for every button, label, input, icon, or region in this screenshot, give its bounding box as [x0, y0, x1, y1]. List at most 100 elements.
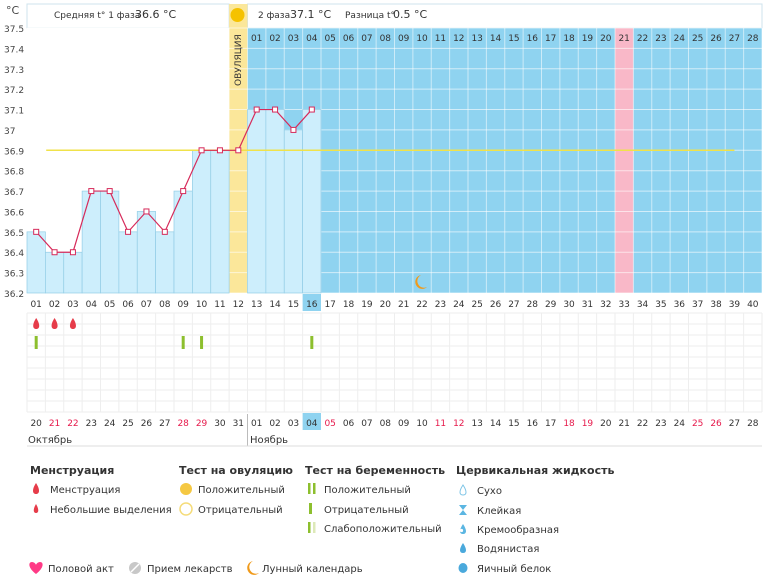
cycle-day-label: 25 [471, 300, 482, 310]
temperature-line [33, 106, 735, 256]
bar-day-2 [45, 251, 65, 294]
watery-icon [460, 543, 466, 553]
negative-ovulation-icon [179, 502, 193, 516]
legend-ovulation-positive: Положительный [198, 485, 285, 496]
sun-icon [230, 8, 245, 22]
bar-day-16 [302, 109, 322, 294]
today-date-marker [302, 413, 321, 430]
cycle-day-label: 11 [214, 300, 225, 310]
cycle-day-label: 27 [508, 300, 519, 310]
date-label: 20 [30, 419, 42, 429]
y-tick-label: 36.8 [4, 168, 24, 178]
sticky-icon [459, 505, 467, 515]
today-marker [302, 294, 321, 311]
phase2-day-label: 22 [637, 34, 648, 44]
bar-day-3 [63, 251, 83, 294]
legend-cervical-dry: Сухо [477, 486, 502, 497]
creamy-icon-dot [459, 528, 464, 533]
legend-cervical-watery: Водянистая [477, 544, 539, 555]
date-label: 24 [674, 419, 686, 429]
cycle-day-label: 34 [637, 300, 649, 310]
date-label: 19 [582, 419, 594, 429]
phase1-average-value: 36.6 °С [135, 8, 176, 21]
cycle-day-label: 18 [343, 300, 355, 310]
phase2-day-label: 10 [416, 34, 428, 44]
cycle-day-label: 02 [49, 300, 60, 310]
menstruation-drop-day-3 [69, 318, 76, 329]
y-tick-label: 36.6 [4, 208, 24, 218]
date-label: 10 [416, 419, 428, 429]
cycle-day-labels: 01 02 03 04 05 06 07 08 09 10 11 12 13 14 15 16 17 18 19 20… [30, 294, 759, 311]
y-tick-label: 37.1 [4, 107, 24, 117]
temperature-point-8 [161, 228, 168, 235]
drop-icon [33, 483, 39, 494]
calendar-date-labels: 20 21 22 23 24 25 26 27 28 29 30 31 01 02 03 04 05 06 07 08… [27, 413, 762, 447]
date-label: 17 [545, 419, 556, 429]
date-label: 24 [104, 419, 116, 429]
menstruation-drop-day-2 [51, 318, 58, 329]
phase2-day-labels: 01 02 03 04 05 06 07 08 09 10 11 12 13 14 15 16 17 18 19 20… [251, 34, 759, 44]
temperature-point-4 [88, 188, 95, 195]
bar-day-8 [155, 231, 175, 294]
y-tick-label: 37 [4, 127, 15, 137]
temperature-point-7 [143, 208, 150, 215]
date-label: 25 [122, 419, 133, 429]
legend-ovulation-negative: Отрицательный [198, 505, 283, 516]
temperature-point-2 [51, 249, 58, 256]
y-unit-label: °С [6, 4, 20, 17]
phase2-day-label: 04 [306, 34, 318, 44]
positive-test-icon-2 [313, 483, 316, 494]
y-tick-label: 37.3 [4, 66, 24, 76]
phase2-day-label: 14 [490, 34, 502, 44]
moon-icon-legend [247, 561, 259, 575]
temperature-point-6 [125, 228, 132, 235]
temperature-point-16 [308, 106, 315, 113]
date-label: 20 [600, 419, 612, 429]
cycle-day-label: 13 [251, 300, 262, 310]
phase2-day-label: 24 [674, 34, 686, 44]
cycle-day-label: 07 [141, 300, 152, 310]
temperature-point-15 [290, 126, 297, 133]
date-label: 22 [67, 419, 78, 429]
difference-value: 0.5 °С [393, 8, 427, 21]
date-label: 03 [288, 419, 299, 429]
y-axis-ticks: 37.5 37.4 37.3 37.2 37.1 37 36.9 36.8 36.7 36.6 36… [4, 25, 24, 300]
date-label: 28 [747, 419, 759, 429]
date-label: 07 [361, 419, 372, 429]
cycle-day-label: 33 [618, 300, 629, 310]
cycle-day-label: 01 [30, 300, 41, 310]
heart-icon [29, 562, 43, 574]
date-label: 04 [306, 419, 318, 429]
cycle-day-label: 29 [545, 300, 557, 310]
phase2-day-label: 17 [545, 34, 556, 44]
cycle-day-label: 32 [600, 300, 611, 310]
cycle-day-label: 30 [563, 300, 575, 310]
bar-day-7 [136, 211, 156, 294]
temperature-point-1 [33, 228, 40, 235]
date-label: 27 [729, 419, 740, 429]
cycle-day-label: 20 [380, 300, 392, 310]
cycle-day-label: 05 [104, 300, 115, 310]
cycle-day-label: 21 [398, 300, 409, 310]
cycle-day-label: 37 [692, 300, 703, 310]
bar-day-13 [247, 109, 267, 294]
cycle-day-label: 36 [674, 300, 686, 310]
pregnancy-test-day-10 [200, 336, 204, 349]
cycle-day-label: 23 [435, 300, 446, 310]
cycle-day-label: 06 [122, 300, 134, 310]
positive-test-icon [308, 483, 311, 494]
date-label: 12 [453, 419, 464, 429]
pregnancy-test-day-1 [34, 336, 38, 349]
phase2-day-label: 11 [435, 34, 446, 44]
moon-icon [415, 275, 428, 289]
date-label: 05 [324, 419, 335, 429]
menstruation-drop-day-1 [33, 318, 40, 329]
phase2-day-label: 05 [324, 34, 335, 44]
date-label: 28 [177, 419, 189, 429]
date-label: 21 [618, 419, 629, 429]
temperature-polyline [35, 108, 313, 253]
cycle-day-label: 17 [324, 300, 335, 310]
legend-pregnancy-positive: Положительный [324, 485, 411, 496]
difference-label: Разница t° [345, 11, 395, 21]
phase2-day-label: 09 [398, 34, 410, 44]
